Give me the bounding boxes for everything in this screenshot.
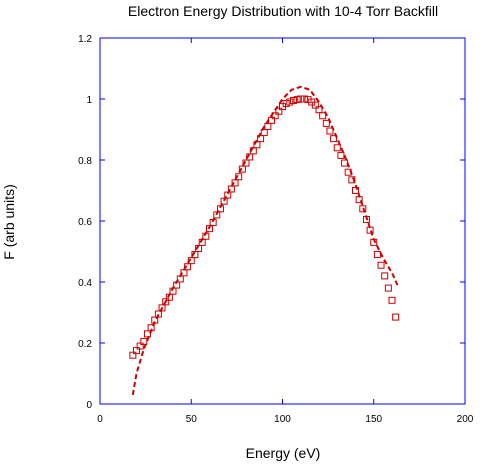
- data-point-15: [184, 263, 192, 271]
- data-point-28: [231, 179, 239, 187]
- data-point-16: [187, 257, 195, 265]
- data-point-68: [377, 261, 385, 269]
- plot-area: 0 50 100 150 200 0 0.2 0.4 0.6 0.8 1 1.2: [78, 34, 474, 425]
- x-axis-label: Energy (eV): [246, 445, 321, 461]
- data-point-54: [326, 127, 334, 135]
- y-axis-ticks: 0 0.2 0.4 0.6 0.8 1 1.2: [78, 34, 465, 411]
- y-tick-label: 0.6: [78, 217, 92, 228]
- data-point-56: [333, 144, 341, 152]
- x-tick-label: 150: [365, 414, 382, 425]
- x-tick-label: 100: [274, 414, 291, 425]
- data-point-55: [330, 135, 338, 143]
- x-axis-ticks: 0 50 100 150 200: [97, 38, 474, 425]
- data-point-36: [260, 129, 268, 137]
- data-point-52: [319, 112, 327, 120]
- data-point-48: [304, 96, 312, 104]
- y-tick-label: 1: [86, 95, 92, 106]
- data-point-4: [143, 330, 151, 338]
- data-point-9: [162, 298, 170, 306]
- data-point-29: [235, 173, 243, 181]
- y-tick-label: 0.2: [78, 339, 92, 350]
- fit-curve: [131, 85, 399, 396]
- data-point-31: [242, 159, 250, 167]
- y-tick-label: 1.2: [78, 34, 92, 45]
- data-point-0: [129, 351, 137, 359]
- data-point-40: [275, 107, 283, 115]
- data-point-46: [297, 95, 305, 103]
- data-point-35: [257, 135, 265, 143]
- chart-title: Electron Energy Distribution with 10-4 T…: [128, 3, 438, 19]
- y-axis-label: F (arb units): [1, 184, 17, 259]
- data-point-70: [384, 284, 392, 292]
- data-point-51: [315, 106, 323, 114]
- data-point-71: [388, 296, 396, 304]
- series-0-markers: [129, 95, 400, 359]
- data-point-69: [381, 272, 389, 280]
- data-point-1: [133, 347, 140, 355]
- data-point-50: [311, 101, 319, 109]
- data-point-8: [158, 304, 166, 312]
- data-point-3: [140, 337, 148, 345]
- data-point-72: [392, 313, 400, 321]
- data-point-63: [359, 205, 367, 213]
- data-point-2: [136, 342, 144, 350]
- data-point-43: [286, 98, 294, 106]
- data-point-67: [373, 251, 381, 259]
- series-layer: [129, 85, 400, 396]
- data-point-25: [220, 197, 228, 205]
- data-point-44: [289, 97, 297, 105]
- data-point-37: [264, 122, 272, 130]
- y-tick-label: 0: [86, 400, 92, 411]
- plot-frame: [99, 37, 466, 405]
- series-1-dashed-line: [131, 85, 399, 396]
- data-point-45: [293, 96, 301, 104]
- x-tick-label: 200: [457, 414, 474, 425]
- y-tick-label: 0.8: [78, 156, 92, 167]
- data-point-53: [322, 119, 330, 127]
- data-point-42: [282, 100, 290, 108]
- data-point-57: [337, 151, 345, 159]
- x-tick-label: 50: [186, 414, 198, 425]
- data-point-47: [300, 95, 308, 103]
- y-tick-label: 0.4: [78, 278, 92, 289]
- data-point-17: [191, 251, 199, 259]
- x-tick-label: 0: [97, 414, 103, 425]
- data-point-30: [238, 165, 246, 173]
